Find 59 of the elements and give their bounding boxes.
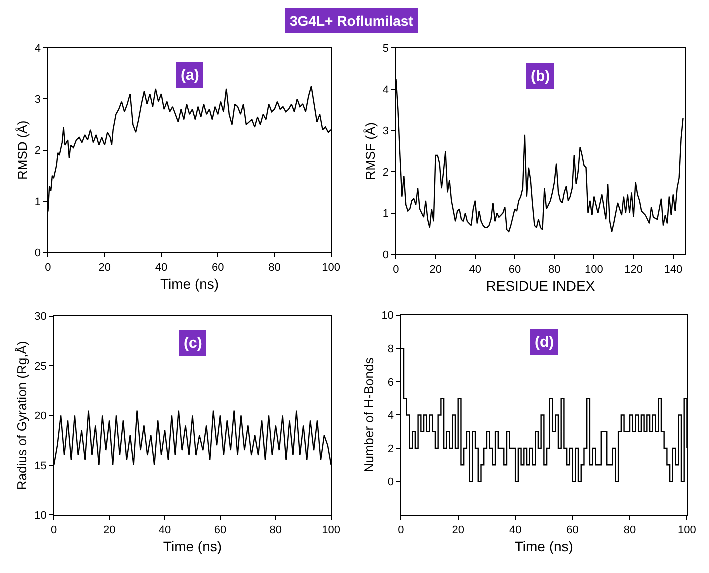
y-tick-label: 0 <box>382 250 390 262</box>
x-tick-label: 80 <box>270 524 282 536</box>
x-tick-label: 20 <box>452 524 464 536</box>
y-tick-label: 4 <box>34 42 42 55</box>
x-tick-label: 100 <box>322 524 341 536</box>
y-tick-label: 3 <box>34 94 42 106</box>
x-tick-label: 20 <box>430 264 442 276</box>
x-tick-label: 60 <box>508 264 522 276</box>
x-tick-label: 80 <box>548 264 561 276</box>
y-tick-label: 10 <box>34 510 47 522</box>
x-tick-label: 0 <box>398 524 404 536</box>
y-tick-label: 5 <box>382 42 390 55</box>
x-tick-label: 60 <box>566 524 579 536</box>
chart-title: 3G4L+ Roflumilast <box>290 13 414 29</box>
y-tick-label: 2 <box>34 145 42 158</box>
y-tick-label: 1 <box>34 196 42 208</box>
y-axis-title: RMSF (Å) <box>362 122 378 180</box>
y-tick-label: 15 <box>34 460 47 472</box>
y-tick-label: 20 <box>34 410 47 423</box>
y-axis-title: Radius of Gyration (Rg,Å) <box>14 341 30 490</box>
y-tick-label: 0 <box>34 248 42 260</box>
x-tick-label: 40 <box>469 264 482 276</box>
x-tick-label: 40 <box>158 524 172 536</box>
y-tick-label: 8 <box>388 344 394 356</box>
x-axis-title: Time (ns) <box>163 538 222 555</box>
x-tick-label: 20 <box>98 262 111 274</box>
y-tick-label: 10 <box>382 310 394 322</box>
annotation: (b) <box>531 68 550 85</box>
y-tick-label: 4 <box>388 410 394 422</box>
x-tick-label: 40 <box>155 262 168 274</box>
y-tick-label: 1 <box>382 208 390 220</box>
y-axis-title: RMSD (Å) <box>14 120 30 180</box>
x-tick-label: 20 <box>103 524 116 536</box>
y-tick-label: 25 <box>34 360 47 373</box>
x-tick-label: 80 <box>268 262 281 274</box>
y-axis-title: Number of H-Bonds <box>362 357 377 473</box>
x-tick-label: 100 <box>585 264 604 276</box>
x-axis-title: RESIDUE INDEX <box>486 278 596 294</box>
x-tick-label: 120 <box>624 264 643 276</box>
x-axis-title: Time (ns) <box>514 538 574 555</box>
x-tick-label: 60 <box>214 524 227 536</box>
y-tick-label: 2 <box>382 166 390 179</box>
x-tick-label: 40 <box>509 524 522 536</box>
y-tick-label: 4 <box>382 84 390 96</box>
annotation: (c) <box>184 335 202 352</box>
y-tick-label: 0 <box>388 476 394 489</box>
x-tick-label: 140 <box>664 264 683 276</box>
y-tick-label: 3 <box>382 126 390 138</box>
x-tick-label: 100 <box>678 524 696 536</box>
y-tick-label: 30 <box>34 311 47 324</box>
y-tick-label: 2 <box>388 443 394 456</box>
annotation: (d) <box>535 334 554 351</box>
x-tick-label: 0 <box>51 524 58 536</box>
x-tick-label: 60 <box>212 262 224 274</box>
x-tick-label: 100 <box>322 262 341 274</box>
x-tick-label: 80 <box>624 524 636 536</box>
y-tick-label: 6 <box>388 376 394 389</box>
x-axis-title: Time (ns) <box>160 276 220 292</box>
annotation: (a) <box>181 67 200 84</box>
